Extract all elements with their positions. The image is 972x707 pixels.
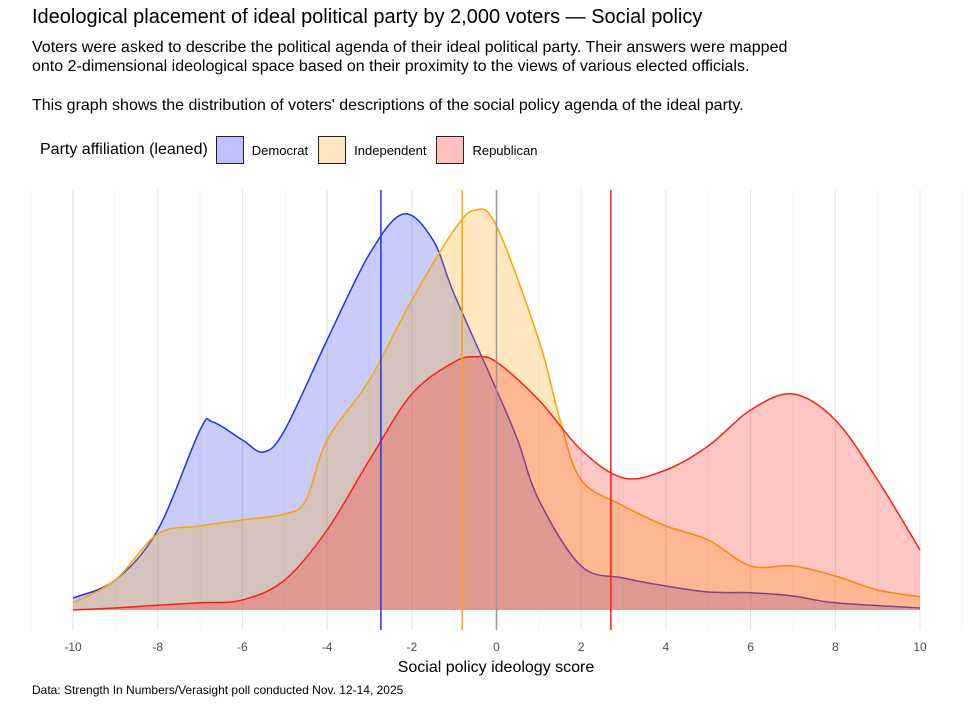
legend-label: Independent xyxy=(354,142,427,158)
legend-key-independent xyxy=(318,136,347,164)
x-tick-label: -8 xyxy=(152,640,163,654)
density-line-republican xyxy=(72,355,921,611)
x-tick-label: -10 xyxy=(64,640,82,654)
x-tick-label: -2 xyxy=(406,640,417,654)
legend-key-republican xyxy=(436,136,465,164)
density-line-democrat xyxy=(72,213,921,609)
x-tick-labels: -10 -8 -6 -4 -2 0 2 4 6 8 10 xyxy=(64,640,927,654)
x-axis-label: Social policy ideology score xyxy=(398,659,595,676)
legend-label: Democrat xyxy=(251,142,309,158)
mean-lines xyxy=(380,190,612,630)
legend-item-democrat: Democrat xyxy=(215,136,309,164)
subtitle-line-2: onto 2-dimensional ideological space bas… xyxy=(32,58,750,75)
legend-item-republican: Republican xyxy=(436,136,538,164)
x-tick-label: 8 xyxy=(832,640,839,654)
x-tick-label: 0 xyxy=(493,640,500,654)
x-tick-label: 2 xyxy=(578,640,585,654)
x-tick-label: 6 xyxy=(747,640,754,654)
x-tick-label: 4 xyxy=(663,640,670,654)
legend-item-independent: Independent xyxy=(318,136,426,164)
subtitle-line-3: This graph shows the distribution of vot… xyxy=(32,97,744,114)
x-tick-label: -6 xyxy=(237,640,248,654)
x-tick-label: -4 xyxy=(322,640,333,654)
chart-title: Ideological placement of ideal political… xyxy=(32,6,703,28)
legend-title: Party affiliation (leaned) xyxy=(40,141,208,158)
data-source-caption: Data: Strength In Numbers/Verasight poll… xyxy=(32,683,404,697)
x-tick-label: 10 xyxy=(913,640,927,654)
legend: Party affiliation (leaned) Democrat Inde… xyxy=(40,136,548,164)
subtitle-line-1: Voters were asked to describe the politi… xyxy=(32,39,788,56)
density-line-independent xyxy=(72,208,921,604)
legend-label: Republican xyxy=(472,142,538,158)
legend-key-democrat xyxy=(215,136,244,164)
